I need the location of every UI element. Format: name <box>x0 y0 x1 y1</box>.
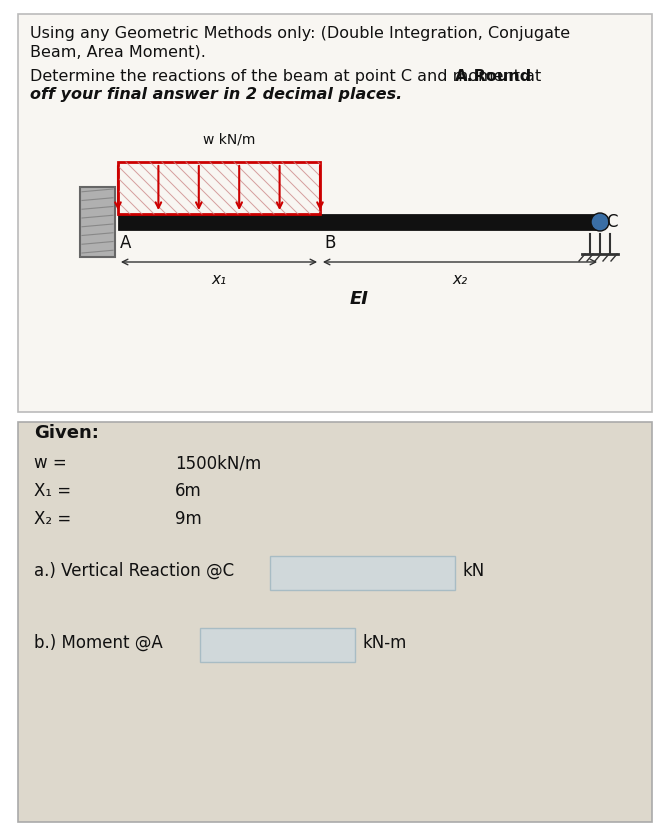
Text: Round: Round <box>468 69 531 84</box>
Text: EI: EI <box>350 290 368 308</box>
Text: w kN/m: w kN/m <box>203 132 255 146</box>
Text: kN-m: kN-m <box>363 634 407 652</box>
Text: a.) Vertical Reaction @C: a.) Vertical Reaction @C <box>34 562 234 580</box>
Bar <box>118 162 320 214</box>
Text: B: B <box>324 234 336 252</box>
Bar <box>118 214 600 230</box>
Text: Beam, Area Moment).: Beam, Area Moment). <box>30 44 206 59</box>
Bar <box>18 14 652 412</box>
Bar <box>18 422 652 822</box>
Text: 9m: 9m <box>175 510 202 528</box>
Bar <box>80 187 115 257</box>
Text: Given:: Given: <box>34 424 99 442</box>
Text: Using any Geometric Methods only: (Double Integration, Conjugate: Using any Geometric Methods only: (Doubl… <box>30 26 570 41</box>
Text: x₂: x₂ <box>452 272 468 287</box>
Text: x₁: x₁ <box>212 272 226 287</box>
Bar <box>270 556 455 590</box>
Bar <box>200 628 355 662</box>
Text: X₁ =: X₁ = <box>34 482 71 500</box>
Text: off your final answer in 2 decimal places.: off your final answer in 2 decimal place… <box>30 87 402 102</box>
Circle shape <box>591 213 609 231</box>
Text: Determine the reactions of the beam at point C and moment at: Determine the reactions of the beam at p… <box>30 69 546 84</box>
Text: b.) Moment @A: b.) Moment @A <box>34 634 163 652</box>
Text: X₂ =: X₂ = <box>34 510 71 528</box>
Text: C: C <box>606 213 618 231</box>
Text: kN: kN <box>463 562 485 580</box>
Text: A.: A. <box>455 69 474 84</box>
Text: 6m: 6m <box>175 482 202 500</box>
Text: 1500kN/m: 1500kN/m <box>175 454 261 472</box>
Text: w =: w = <box>34 454 67 472</box>
Text: A: A <box>120 234 131 252</box>
